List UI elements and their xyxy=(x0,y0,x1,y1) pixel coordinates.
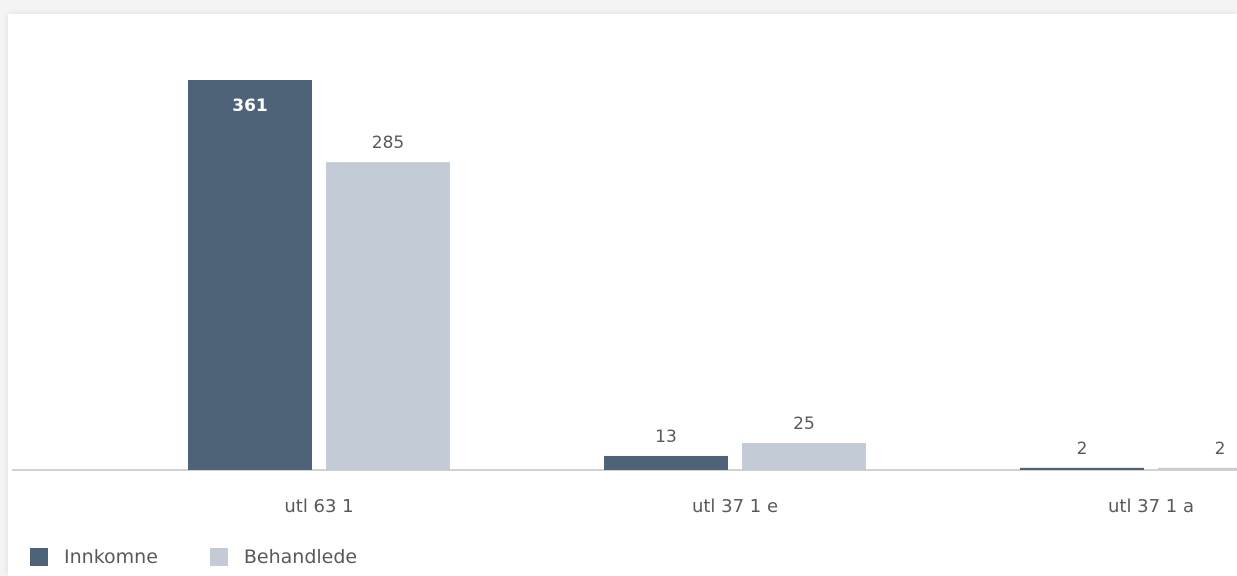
category-labels-group: utl 63 1 utl 37 1 e utl 37 1 a xyxy=(284,496,1194,517)
value-label-behandlede-utl-37-1-e: 25 xyxy=(793,414,815,434)
legend-swatch-innkomne xyxy=(30,548,48,566)
legend-item-innkomne[interactable]: Innkomne xyxy=(30,546,158,568)
legend-label-behandlede: Behandlede xyxy=(243,546,358,568)
bar-behandlede-utl-63-1[interactable] xyxy=(326,162,450,470)
value-label-behandlede-utl-37-1-a: 2 xyxy=(1215,439,1226,459)
category-label-utl-37-1-e: utl 37 1 e xyxy=(692,496,778,517)
category-label-utl-63-1: utl 63 1 xyxy=(284,496,353,517)
category-label-utl-37-1-a: utl 37 1 a xyxy=(1108,496,1194,517)
bars-group xyxy=(188,80,1237,470)
legend-item-behandlede[interactable]: Behandlede xyxy=(209,546,358,568)
bar-behandlede-utl-37-1-e[interactable] xyxy=(742,442,866,470)
legend-swatch-behandlede xyxy=(209,548,228,566)
bar-behandlede-utl-37-1-a[interactable] xyxy=(1158,467,1237,470)
legend: Innkomne Behandlede xyxy=(30,544,357,570)
bar-innkomne-utl-37-1-a[interactable] xyxy=(1020,467,1144,470)
bar-chart: 361 285 13 25 2 2 utl 63 1 utl 37 1 e utl 37 1 … xyxy=(12,80,1237,517)
value-label-innkomne-utl-37-1-a: 2 xyxy=(1077,439,1088,459)
value-label-innkomne-utl-37-1-e: 13 xyxy=(655,427,677,447)
value-label-innkomne-utl-63-1: 361 xyxy=(232,96,268,116)
legend-label-innkomne: Innkomne xyxy=(64,546,158,568)
bar-innkomne-utl-63-1[interactable] xyxy=(188,80,312,470)
bar-innkomne-utl-37-1-e[interactable] xyxy=(604,455,728,470)
value-labels-group: 361 285 13 25 2 2 xyxy=(232,96,1225,459)
value-label-behandlede-utl-63-1: 285 xyxy=(372,133,404,153)
